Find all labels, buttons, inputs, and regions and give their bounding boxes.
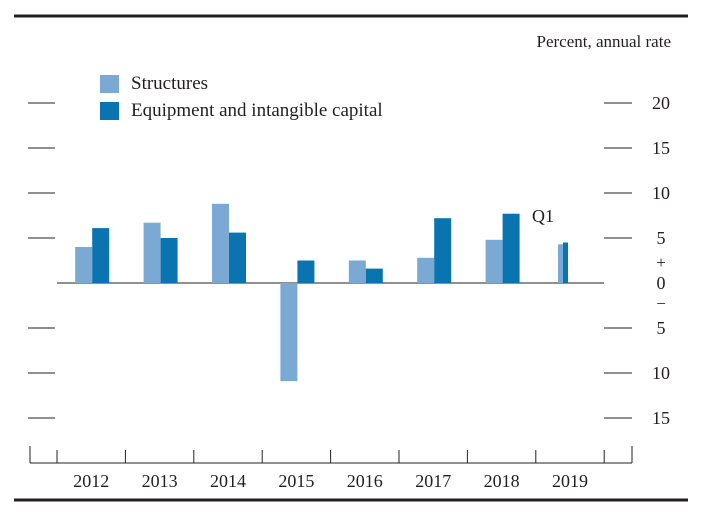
y-tick-label: 10 xyxy=(652,363,670,383)
x-tick-label: 2013 xyxy=(142,471,178,491)
bar-structures-2015 xyxy=(280,283,298,382)
bar-structures-2014 xyxy=(212,203,229,283)
x-tick-label: 2016 xyxy=(347,471,383,491)
x-tick-label: 2018 xyxy=(484,471,520,491)
bar-equipment-2015 xyxy=(297,260,315,283)
y-tick-label: 15 xyxy=(652,138,670,158)
bar-equipment-2019 xyxy=(563,242,568,283)
bar-structures-2018 xyxy=(485,239,503,283)
bar-equipment-2014 xyxy=(229,232,246,283)
x-tick-label: 2017 xyxy=(415,471,451,491)
bar-equipment-2013 xyxy=(160,238,178,283)
y-tick-label: 5 xyxy=(657,228,666,248)
y-tick-label-zero: 0 xyxy=(657,273,666,293)
x-tick-label: 2012 xyxy=(73,471,109,491)
right-axis: 20 15 10 5 5 10 15 0+ − xyxy=(604,93,670,428)
x-tick-label: 2015 xyxy=(278,471,314,491)
bar-equipment-2018 xyxy=(502,213,520,283)
unit-label: Percent, annual rate xyxy=(536,32,671,51)
bar-structures-2017 xyxy=(417,257,435,283)
bar-equipment-2017 xyxy=(434,218,452,283)
x-tick-label: 2019 xyxy=(552,471,588,491)
bar-structures-2019 xyxy=(558,244,563,283)
bar-structures-2012 xyxy=(75,247,93,283)
bar-equipment-2016 xyxy=(365,268,383,283)
left-axis-ticks xyxy=(28,102,55,419)
y-tick-label: 15 xyxy=(652,408,670,428)
negative-sign: − xyxy=(656,294,666,313)
legend: Structures Equipment and intangible capi… xyxy=(100,73,383,121)
legend-swatch-structures xyxy=(100,75,119,93)
y-tick-label: 5 xyxy=(657,318,666,338)
bars xyxy=(75,203,568,382)
partial-period-label: Q1 xyxy=(532,206,554,226)
legend-label-structures: Structures xyxy=(131,73,208,94)
legend-label-equipment: Equipment and intangible capital xyxy=(131,100,383,121)
bar-structures-2013 xyxy=(143,222,161,283)
x-tick-label: 2014 xyxy=(210,471,246,491)
bar-equipment-2012 xyxy=(92,228,110,283)
positive-sign: + xyxy=(656,253,666,272)
bar-structures-2016 xyxy=(348,260,366,283)
legend-swatch-equipment xyxy=(100,102,119,120)
x-axis: 2012 2013 2014 2015 2016 2017 2018 2019 xyxy=(29,446,633,491)
y-tick-label: 20 xyxy=(652,93,670,113)
y-tick-label: 10 xyxy=(652,183,670,203)
